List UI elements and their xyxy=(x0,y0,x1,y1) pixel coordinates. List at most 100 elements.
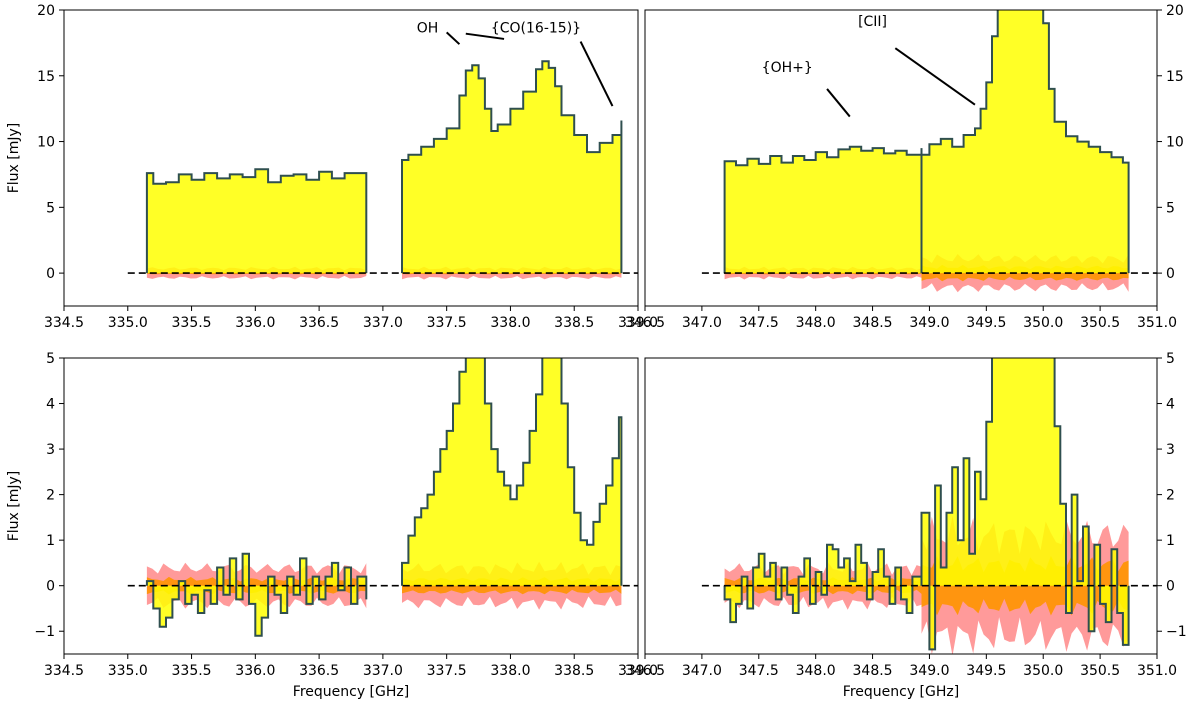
x-tick-label: 348.0 xyxy=(796,663,836,679)
x-tick-label: 337.5 xyxy=(427,315,467,331)
x-tick-label: 335.0 xyxy=(108,315,148,331)
x-tick-label: 349.5 xyxy=(966,315,1006,331)
x-tick-label: 346.5 xyxy=(625,315,665,331)
x-tick-label: 347.5 xyxy=(739,315,779,331)
y-tick-label: 10 xyxy=(37,135,55,151)
x-tick-label: 338.0 xyxy=(490,315,530,331)
y-tick-label: 10 xyxy=(1166,135,1184,151)
y-tick-label: 4 xyxy=(46,397,55,413)
x-tick-label: 350.5 xyxy=(1080,315,1120,331)
x-tick-label: 346.5 xyxy=(625,663,665,679)
plot-area xyxy=(701,358,1157,654)
y-tick-label: 5 xyxy=(46,200,55,216)
flux-fill xyxy=(724,146,922,274)
line-annotation: {OH+} xyxy=(762,60,813,76)
y-tick-label: 0 xyxy=(1166,579,1175,595)
y-tick-label: 1 xyxy=(46,533,55,549)
y-tick-label: 3 xyxy=(46,442,55,458)
flux-step-line xyxy=(920,10,1130,274)
y-tick-label: 20 xyxy=(1166,3,1184,19)
x-tick-label: 348.0 xyxy=(796,315,836,331)
x-axis-label: Frequency [GHz] xyxy=(293,684,409,700)
y-tick-label: 4 xyxy=(1166,397,1175,413)
flux-fill xyxy=(402,61,622,274)
x-tick-label: 334.5 xyxy=(44,663,84,679)
y-tick-label: 2 xyxy=(1166,488,1175,504)
panel-top-right: 346.5 347.0 347.5 348.0 348.5 349.0 349.5 350.0… xyxy=(625,3,1184,331)
y-tick-label: 5 xyxy=(1166,200,1175,216)
annotation-pointer xyxy=(894,47,976,106)
annotation-pointer xyxy=(445,31,461,45)
x-tick-label: 351.0 xyxy=(1137,315,1177,331)
x-tick-label: 335.0 xyxy=(108,663,148,679)
y-tick-label: 3 xyxy=(1166,442,1175,458)
axes-frame xyxy=(644,9,1158,307)
x-tick-label: 347.0 xyxy=(682,663,722,679)
axes-frame xyxy=(63,9,639,307)
x-tick-label: 335.5 xyxy=(172,315,212,331)
x-tick-label: 336.5 xyxy=(299,315,339,331)
x-tick-label: 351.0 xyxy=(1137,663,1177,679)
plot-area xyxy=(127,60,638,280)
x-tick-label: 350.5 xyxy=(1080,663,1120,679)
x-tick-label: 349.0 xyxy=(909,663,949,679)
panel-bottom-left: 334.5 335.0 335.5 336.0 336.5 337.0 337.5 338.0… xyxy=(6,351,658,700)
plot-area xyxy=(127,358,638,637)
x-tick-label: 337.0 xyxy=(363,663,403,679)
flux-step-line xyxy=(723,145,923,274)
x-tick-label: 339.0 xyxy=(618,315,658,331)
panel-top-left: 334.5 335.0 335.5 336.0 336.5 337.0 337.5 338.0… xyxy=(6,3,658,331)
y-tick-label: 15 xyxy=(37,69,55,85)
axes-frame xyxy=(63,357,639,655)
x-tick-label: 334.5 xyxy=(44,315,84,331)
line-annotation: OH xyxy=(417,20,439,36)
x-tick-label: 347.5 xyxy=(739,663,779,679)
y-tick-label: −1 xyxy=(34,624,55,640)
y-tick-label: 0 xyxy=(46,266,55,282)
x-tick-label: 350.0 xyxy=(1023,663,1063,679)
x-tick-label: 338.0 xyxy=(490,663,530,679)
annotation-pointer xyxy=(826,88,851,118)
x-tick-label: 336.0 xyxy=(235,663,275,679)
x-tick-label: 347.0 xyxy=(682,315,722,331)
y-tick-label: 5 xyxy=(1166,351,1175,367)
plot-area xyxy=(701,10,1157,293)
flux-step-line xyxy=(723,512,923,624)
y-tick-label: 20 xyxy=(37,3,55,19)
y-tick-label: 1 xyxy=(1166,533,1175,549)
x-tick-label: 350.0 xyxy=(1023,315,1063,331)
y-tick-label: 15 xyxy=(1166,69,1184,85)
x-tick-label: 338.5 xyxy=(554,315,594,331)
x-tick-label: 336.0 xyxy=(235,315,275,331)
annotation-pointer xyxy=(579,41,614,107)
x-tick-label: 349.5 xyxy=(966,663,1006,679)
flux-step-line xyxy=(145,168,368,274)
flux-step-line xyxy=(401,60,623,274)
x-tick-label: 336.5 xyxy=(299,663,339,679)
flux-step-line xyxy=(920,358,1130,651)
x-tick-label: 335.5 xyxy=(172,663,212,679)
y-tick-label: 5 xyxy=(46,351,55,367)
y-axis-label: Flux [mJy] xyxy=(6,123,22,194)
x-tick-label: 337.5 xyxy=(427,663,467,679)
x-tick-label: 348.5 xyxy=(853,663,893,679)
axes-frame xyxy=(644,357,1158,655)
line-annotation: [CII] xyxy=(858,14,887,30)
annotation-pointer xyxy=(465,32,505,40)
panel-bottom-right: 346.5 347.0 347.5 348.0 348.5 349.0 349.5 350.0… xyxy=(625,351,1187,700)
y-tick-label: −1 xyxy=(1166,624,1187,640)
x-tick-label: 337.0 xyxy=(363,315,403,331)
flux-fill xyxy=(921,10,1129,274)
flux-fill xyxy=(402,358,622,586)
flux-fill xyxy=(146,553,367,636)
line-annotation: {CO(16-15)} xyxy=(491,20,581,36)
x-tick-label: 338.5 xyxy=(554,663,594,679)
x-tick-label: 339.0 xyxy=(618,663,658,679)
y-tick-label: 2 xyxy=(46,488,55,504)
flux-step-line xyxy=(145,552,368,637)
x-tick-label: 349.0 xyxy=(909,315,949,331)
x-axis-label: Frequency [GHz] xyxy=(843,684,959,700)
y-axis-label: Flux [mJy] xyxy=(6,471,22,542)
flux-step-line xyxy=(401,358,623,586)
